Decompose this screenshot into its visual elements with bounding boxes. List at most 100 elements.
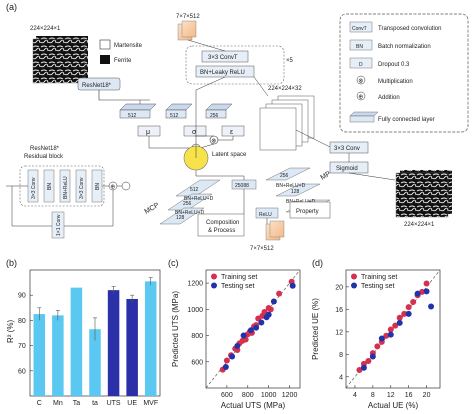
legend-label-0: Transposed convolution — [378, 26, 441, 32]
uts-xlabel: Actual UTS (MPa) — [221, 401, 286, 410]
mcp-unit-0: 512 — [190, 187, 199, 193]
ue-legend-label: Testing set — [361, 283, 395, 290]
ue-test-point — [360, 364, 367, 371]
ue-legend-label: Training set — [361, 274, 397, 281]
bar-category-label: UTS — [107, 400, 121, 407]
legend-key-1: BN — [356, 44, 363, 50]
ue-train-point — [401, 310, 408, 317]
composition-label-1: Composition — [206, 220, 239, 226]
ue-ytick-label: 12 — [335, 329, 343, 336]
bottom-feature-size: 7×7×512 — [250, 246, 274, 252]
decoder-stack-size: 224×224×32 — [268, 86, 302, 92]
bar-ylabel: R² (%) — [6, 320, 15, 343]
mcp-block-0: BN+ReLU+D — [184, 196, 214, 202]
output-size-label: 224×224×1 — [404, 222, 435, 228]
mp-label: MP — [320, 170, 333, 181]
sigma-label: σ — [192, 129, 197, 136]
dec-bnrelu-label: BN+Leaky ReLU — [200, 70, 245, 76]
uts-xtick-label: 800 — [242, 392, 254, 399]
uts-legend-label: Testing set — [221, 283, 255, 290]
uts-test-point — [222, 364, 229, 371]
property-box — [289, 201, 331, 219]
res-conv2: 3×3 Conv — [79, 177, 85, 199]
decoder-top-size: 7×7×512 — [176, 14, 200, 20]
martensite-swatch — [99, 39, 111, 50]
uts-legend-marker — [211, 282, 217, 289]
uts-ylabel: Predicted UTS (MPa) — [171, 291, 180, 367]
ue-xtick-label: 20 — [423, 392, 431, 399]
residual-title-2: Residual block — [24, 154, 64, 160]
uts-ytick-label: 800 — [191, 333, 203, 340]
resnet-box-label: ResNet18* — [82, 83, 112, 89]
enc-fc-256: 256 — [210, 113, 219, 119]
uts-xtick-label: 1200 — [282, 392, 298, 399]
legend-key-2: D — [359, 62, 363, 68]
mid-fc-units: 25088 — [235, 183, 249, 189]
dec-sigmoid-label: Sigmoid — [336, 166, 358, 172]
svg-text:⊕: ⊕ — [110, 185, 115, 191]
uts-test-point — [265, 311, 272, 318]
ue-legend-marker — [351, 273, 357, 280]
uts-train-point — [276, 290, 283, 297]
panel-c-tag: (c) — [168, 258, 179, 268]
enc-fc-512b: 512 — [170, 113, 179, 119]
panel-b-tag: (b) — [6, 258, 17, 268]
ue-ytick-label: 4 — [339, 374, 343, 381]
dec-convt-label: 3×3 ConvT — [208, 55, 238, 61]
legend-label-4: Addition — [378, 95, 400, 101]
uts-scatter-chart: 600 800 1000 1200 600 800 1000 1200 Actual UTS (… — [171, 269, 301, 410]
bar-UTS — [107, 290, 120, 396]
bar-ytick-label: 60 — [18, 368, 26, 375]
encoder-fc: 512 512 256 — [119, 103, 233, 119]
mu-label: μ — [146, 129, 150, 136]
uts-test-point — [289, 282, 296, 289]
r2-bar-chart: 60 70 80 90 R² (%) C Mn Ta ta UTS UE MVF — [6, 269, 161, 407]
eps-label: ε — [230, 129, 233, 136]
latent-space-label: Latent space — [212, 152, 247, 158]
uts-train-point — [223, 357, 230, 364]
uts-xtick-label: 1000 — [261, 392, 277, 399]
mcp-label: MCP — [144, 202, 161, 216]
dec-repeat-count: ×5 — [286, 58, 294, 64]
legend-key-4: ⊕ — [358, 95, 363, 101]
ue-train-point — [423, 280, 430, 287]
uts-ytick-label: 1200 — [187, 281, 203, 288]
ue-ytick-label: 8 — [339, 352, 343, 359]
ue-xtick-label: 4 — [353, 392, 357, 399]
uts-plot-frame — [205, 269, 301, 389]
bottom-feature — [265, 220, 285, 241]
bar-category-label: Mn — [53, 400, 63, 407]
ue-train-point — [410, 299, 417, 306]
ue-test-point — [423, 288, 430, 295]
decoder-feature-stack — [259, 95, 315, 151]
ue-ytick-label: 20 — [335, 284, 343, 291]
bar-ytick-label: 90 — [18, 293, 26, 300]
legend-label-2: Dropout 0.3 — [378, 62, 410, 68]
bar-category-label: MVF — [143, 400, 158, 407]
mcp-unit-1: 256 — [183, 201, 192, 207]
res-bnrelu: BN+ReLU — [63, 176, 69, 199]
ue-train-point — [356, 367, 363, 374]
bar-category-label: Ta — [73, 400, 81, 407]
dec-repeat-group — [185, 45, 285, 85]
ue-train-point — [405, 304, 412, 311]
ue-train-point — [387, 326, 394, 333]
martensite-label: Martensite — [114, 43, 143, 49]
bar-ytick-label: 70 — [18, 343, 26, 350]
mp-unit-1: 128 — [291, 189, 300, 195]
ue-ylabel: Predicted UE (%) — [311, 298, 320, 360]
ue-legend-marker — [351, 282, 357, 289]
ue-test-point — [387, 331, 394, 338]
ue-test-point — [428, 303, 435, 310]
ue-plot-frame — [345, 269, 441, 389]
legend-label-1: Batch normalization — [378, 44, 431, 50]
bar-C — [33, 314, 46, 396]
ferrite-swatch — [100, 55, 110, 64]
res-shortcut: 1×1 Conv — [56, 214, 62, 236]
residual-title-1: ResNet18* — [30, 146, 60, 152]
bar-Mn — [52, 315, 64, 396]
ue-test-point — [378, 335, 385, 342]
panel-a-tag: (a) — [6, 2, 17, 12]
mcp-block-1: BN+ReLU+D — [175, 210, 205, 216]
